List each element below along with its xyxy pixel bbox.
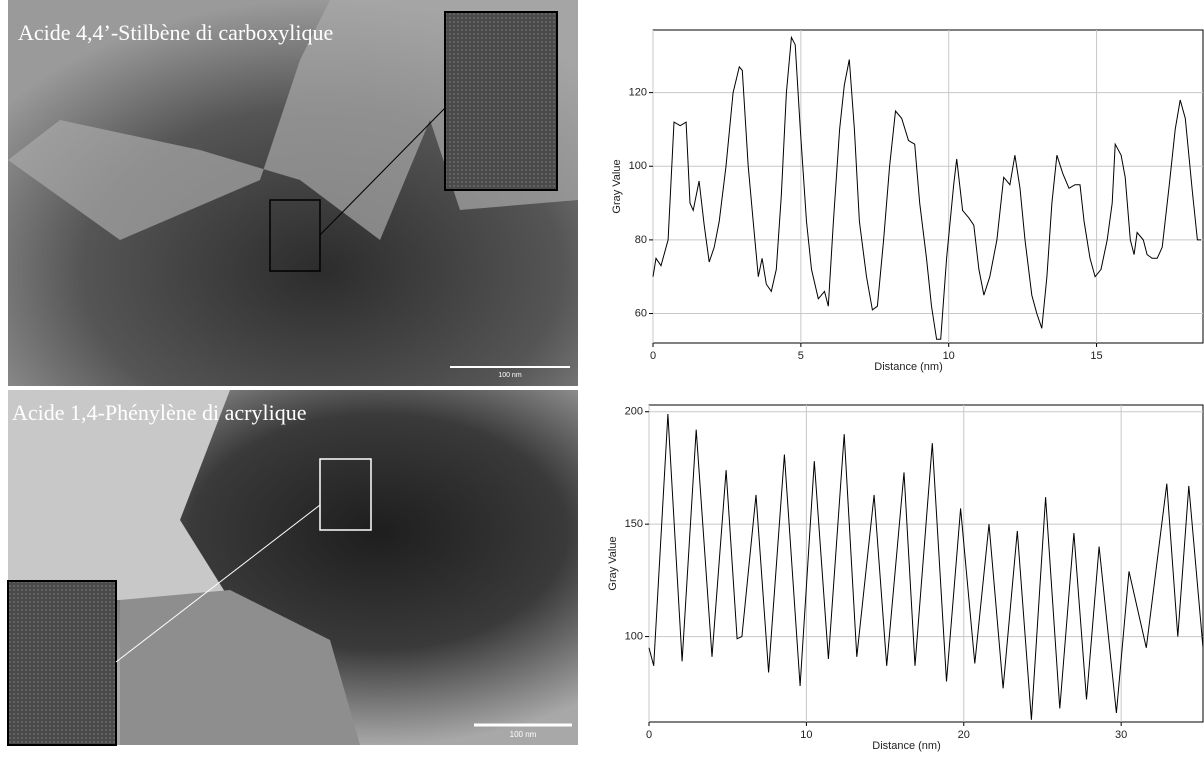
y-tick-label: 120 [629,87,647,99]
y-tick-label: 80 [635,234,647,246]
y-axis-label: Gray Value [607,536,619,590]
y-tick-label: 100 [625,630,643,642]
x-tick-label: 15 [1090,350,1102,362]
arrow [319,107,446,236]
x-tick-label: 10 [800,729,812,741]
y-tick-label: 150 [625,518,643,530]
tem-region [8,0,578,240]
y-tick-label: 200 [625,406,643,418]
zoom-box [269,199,321,272]
image-caption: Acide 1,4-Phénylène di acrylique [12,400,306,425]
y-axis-label: Gray Value [611,159,623,213]
x-tick-label: 30 [1115,729,1127,741]
x-tick-label: 5 [798,350,804,362]
x-axis-label: Distance (nm) [874,361,942,373]
image-caption: Acide 4,4’-Stilbène di carboxylique [18,20,333,45]
arrow [115,504,321,663]
x-tick-label: 0 [650,350,656,362]
scale-label: 100 nm [510,730,537,739]
inset [7,580,117,746]
x-tick-label: 10 [943,350,955,362]
plot-frame [648,404,1204,723]
x-tick-label: 20 [958,729,970,741]
profile-line [652,35,1202,340]
inset [444,11,558,191]
tem-region [8,390,230,600]
plot-frame [652,29,1204,344]
zoom-box [319,458,372,531]
profile-line [648,413,1204,720]
tem-region [120,590,360,745]
y-tick-label: 100 [629,160,647,172]
x-tick-label: 0 [646,729,652,741]
x-axis-label: Distance (nm) [872,740,940,752]
y-tick-label: 60 [635,307,647,319]
scale-label: 100 nm [498,372,522,379]
